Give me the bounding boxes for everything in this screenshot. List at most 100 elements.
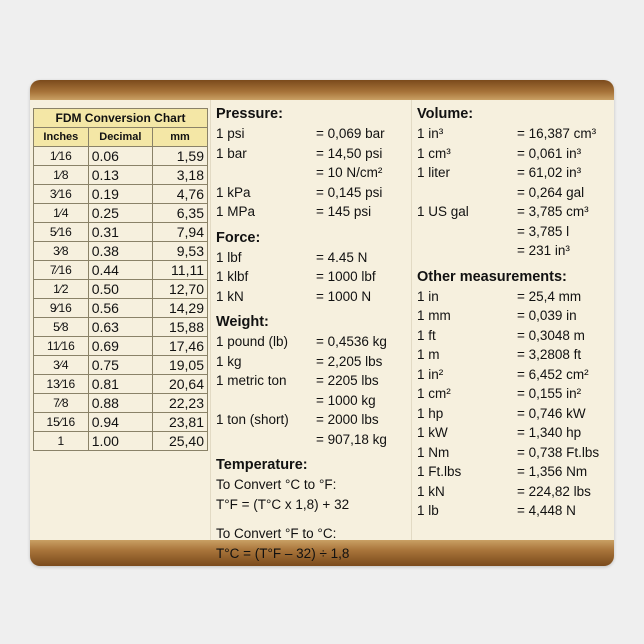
conversion-row: 1 Nm = 0,738 Ft.lbs bbox=[417, 443, 613, 463]
table-row: 1⁄16 0.06 1,59 bbox=[33, 146, 208, 166]
conversion-value: = 0,738 Ft.lbs bbox=[517, 444, 600, 460]
conversion-row: = 907,18 kg bbox=[216, 430, 408, 450]
mm-cell: 11,11 bbox=[152, 260, 208, 280]
conversion-unit: 1 ton (short) bbox=[216, 412, 289, 427]
decimal-cell: 0.69 bbox=[87, 336, 154, 356]
conversion-row: = 0,264 gal bbox=[417, 183, 613, 203]
conversion-row: 1 klbf = 1000 lbf bbox=[216, 267, 408, 287]
table-row: 5⁄16 0.31 7,94 bbox=[33, 222, 208, 242]
conversion-value: = 0,145 psi bbox=[316, 184, 383, 200]
decimal-cell: 0.75 bbox=[87, 355, 154, 375]
section-title: Volume: bbox=[417, 106, 474, 122]
conversion-unit: 1 lb bbox=[417, 503, 439, 518]
conversion-row: = 3,785 l bbox=[417, 222, 613, 242]
inches-cell: 13⁄16 bbox=[33, 374, 89, 394]
conversion-unit: 1 ft bbox=[417, 327, 436, 343]
conversion-value: = 6,452 cm² bbox=[517, 366, 589, 382]
decimal-cell: 0.94 bbox=[87, 412, 154, 432]
header-decimal: Decimal bbox=[87, 127, 154, 147]
conversion-unit: 1 cm² bbox=[417, 386, 451, 401]
decimal-cell: 1.00 bbox=[87, 431, 154, 451]
column-middle: Pressure: 1 psi = 0,069 bar 1 bar = 14,50 ps… bbox=[216, 102, 408, 566]
conversion-row: = 231 in³ bbox=[417, 241, 613, 261]
conversion-unit bbox=[216, 430, 316, 450]
mm-cell: 25,40 bbox=[152, 431, 208, 451]
divider bbox=[210, 100, 211, 540]
conversion-row: 1 mm = 0,039 in bbox=[417, 306, 613, 326]
conversion-value: = 1000 lbf bbox=[316, 269, 376, 284]
conversion-unit: 1 in² bbox=[417, 366, 444, 382]
conversion-value: = 1000 N bbox=[316, 288, 372, 304]
conversion-row: 1 cm² = 0,155 in² bbox=[417, 384, 613, 404]
conversion-value: = 25,4 mm bbox=[517, 288, 582, 304]
mm-cell: 1,59 bbox=[152, 146, 208, 166]
section-title: Weight: bbox=[216, 314, 269, 330]
conversion-value: = 16,387 cm³ bbox=[517, 126, 597, 141]
table-row: 1⁄8 0.13 3,18 bbox=[33, 165, 208, 185]
conversion-unit: 1 pound (lb) bbox=[216, 334, 289, 349]
mm-cell: 15,88 bbox=[152, 317, 208, 337]
conversion-row: = 10 N/cm² bbox=[216, 163, 408, 183]
temperature-line: To Convert °F to °C: bbox=[216, 526, 337, 541]
inches-cell: 5⁄8 bbox=[33, 317, 89, 337]
mm-cell: 9,53 bbox=[152, 241, 208, 261]
conversion-unit bbox=[417, 183, 517, 203]
mm-cell: 3,18 bbox=[152, 165, 208, 185]
temperature-line: T°F = (T°C x 1,8) + 32 bbox=[216, 496, 350, 512]
conversion-unit: 1 Nm bbox=[417, 444, 450, 460]
section-title: Other measurements: bbox=[417, 268, 567, 285]
conversion-row: 1 kg = 2,205 lbs bbox=[216, 352, 408, 372]
pressure-section: Pressure: 1 psi = 0,069 bar 1 bar = 14,50 ps… bbox=[216, 104, 408, 222]
conversion-unit: 1 liter bbox=[417, 165, 451, 180]
decimal-cell: 0.13 bbox=[87, 165, 154, 185]
conversion-unit: 1 kg bbox=[216, 353, 242, 369]
mm-cell: 23,81 bbox=[152, 412, 208, 432]
conversion-unit bbox=[417, 241, 517, 261]
conversion-row: 1 lb = 4,448 N bbox=[417, 501, 613, 521]
decimal-cell: 0.38 bbox=[87, 241, 154, 261]
mm-cell: 19,05 bbox=[152, 355, 208, 375]
divider bbox=[411, 100, 412, 540]
conversion-row: 1 in² = 6,452 cm² bbox=[417, 365, 613, 385]
table-row: 1⁄2 0.50 12,70 bbox=[33, 279, 208, 299]
conversion-unit: 1 mm bbox=[417, 308, 451, 323]
conversion-unit: 1 MPa bbox=[216, 204, 256, 219]
conversion-value: = 0,155 in² bbox=[517, 386, 582, 401]
mm-cell: 6,35 bbox=[152, 203, 208, 223]
section-title: Temperature: bbox=[216, 457, 308, 473]
conversion-value: = 0,264 gal bbox=[517, 184, 585, 200]
table-row: 7⁄16 0.44 11,11 bbox=[33, 260, 208, 280]
conversion-unit: 1 cm³ bbox=[417, 145, 451, 161]
conversion-value: = 3,2808 ft bbox=[517, 347, 582, 362]
conversion-value: = 0,4536 kg bbox=[316, 334, 387, 349]
conversion-unit: 1 kPa bbox=[216, 184, 251, 200]
conversion-value: = 14,50 psi bbox=[316, 145, 383, 161]
conversion-value: = 4.45 N bbox=[316, 249, 368, 265]
fdm-conversion-table: FDM Conversion Chart Inches Decimal mm 1⁄1… bbox=[33, 108, 208, 451]
decimal-cell: 0.50 bbox=[87, 279, 154, 299]
conversion-row: 1 MPa = 145 psi bbox=[216, 202, 408, 222]
inches-cell: 7⁄8 bbox=[33, 393, 89, 413]
conversion-unit: 1 klbf bbox=[216, 269, 249, 284]
conversion-unit: 1 m bbox=[417, 347, 440, 362]
conversion-value: = 0,069 bar bbox=[316, 126, 385, 141]
conversion-unit: 1 in³ bbox=[417, 126, 444, 141]
mm-cell: 4,76 bbox=[152, 184, 208, 204]
conversion-value: = 10 N/cm² bbox=[316, 165, 383, 180]
temperature-section: Temperature: To Convert °C to °F: T°F = (T… bbox=[216, 455, 408, 563]
conversion-unit: 1 in bbox=[417, 288, 439, 304]
conversion-unit: 1 psi bbox=[216, 126, 245, 141]
conversion-row: 1 in³ = 16,387 cm³ bbox=[417, 124, 613, 144]
inches-cell: 11⁄16 bbox=[33, 336, 89, 356]
decimal-cell: 0.88 bbox=[87, 393, 154, 413]
decimal-cell: 0.81 bbox=[87, 374, 154, 394]
section-title: Pressure: bbox=[216, 106, 283, 122]
inches-cell: 1⁄2 bbox=[33, 279, 89, 299]
mm-cell: 17,46 bbox=[152, 336, 208, 356]
conversion-value: = 0,3048 m bbox=[517, 327, 585, 343]
decimal-cell: 0.44 bbox=[87, 260, 154, 280]
conversion-unit: 1 Ft.lbs bbox=[417, 464, 462, 479]
table-title: FDM Conversion Chart bbox=[33, 108, 208, 128]
column-right: Volume: 1 in³ = 16,387 cm³ 1 cm³ = 0,061 in³… bbox=[417, 102, 613, 527]
mm-cell: 20,64 bbox=[152, 374, 208, 394]
